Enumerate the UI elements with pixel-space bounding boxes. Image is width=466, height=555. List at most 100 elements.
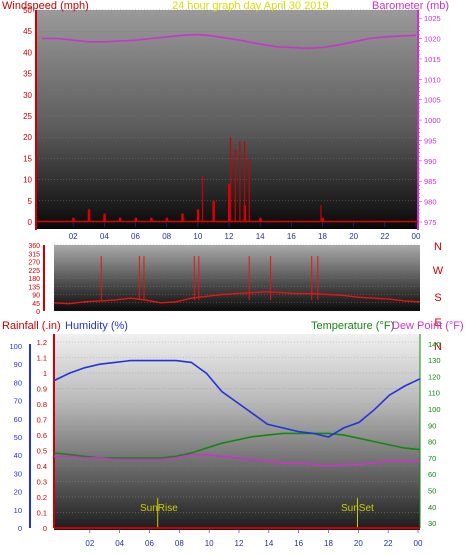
chart-title: 24 hour graph day April 30 2019 — [172, 0, 329, 12]
temperature-tick: 140 — [428, 340, 441, 349]
temperature-tick: 110 — [428, 389, 440, 398]
direction-tick: 315 — [28, 251, 40, 258]
x-tick-label: 16 — [287, 232, 296, 241]
compass-label: E — [434, 317, 441, 329]
temperature-tick: 40 — [428, 503, 436, 512]
sunset-label: SunSet — [341, 503, 374, 514]
x-tick-label: 18 — [318, 232, 327, 241]
windspeed-tick: 40 — [23, 48, 32, 57]
windspeed-tick: 35 — [23, 70, 32, 79]
x-tick-label: 08 — [162, 232, 171, 241]
humidity-tick: 30 — [14, 469, 22, 478]
temperature-tick: 30 — [428, 519, 436, 528]
sunrise-label: SunRise — [140, 503, 178, 514]
x-tick-label: 22 — [380, 232, 389, 241]
humidity-tick: 60 — [14, 415, 22, 424]
direction-tick: 90 — [32, 293, 40, 300]
barometer-tick: 1010 — [424, 75, 441, 84]
direction-tick: 225 — [28, 268, 40, 275]
barometer-tick: 980 — [424, 198, 437, 207]
temperature-tick: 90 — [428, 421, 436, 430]
barometer-line — [42, 33, 417, 50]
x-tick-label: 04 — [115, 539, 124, 548]
humidity-axis-label: Humidity (%) — [65, 320, 128, 332]
windspeed-tick: 25 — [23, 112, 32, 121]
barometer-tick: 1005 — [424, 96, 441, 105]
x-tick-label: 06 — [145, 539, 154, 548]
windspeed-bar — [165, 217, 169, 222]
windspeed-bar — [228, 183, 231, 222]
barometer-tick: 1000 — [424, 116, 441, 125]
barometer-tick: 995 — [424, 136, 437, 145]
x-tick-label: 02 — [85, 539, 94, 548]
humidity-tick: 10 — [14, 506, 22, 515]
x-tick-label: 12 — [235, 539, 244, 548]
compass-label: N — [434, 341, 442, 353]
direction-tick: 0 — [36, 309, 40, 316]
temperature-tick: 50 — [428, 487, 436, 496]
rain-tick: 0.5 — [37, 447, 47, 456]
windspeed-tick: 15 — [23, 154, 32, 163]
windspeed-tick: 10 — [23, 176, 32, 185]
windspeed-bar — [196, 209, 200, 222]
windspeed-tick: 50 — [23, 6, 32, 15]
barometer-tick: 1020 — [424, 35, 441, 44]
barometer-tick: 1025 — [424, 14, 441, 23]
humidity-tick: 90 — [14, 360, 22, 369]
windspeed-tick: 45 — [23, 27, 32, 36]
x-tick-label: 04 — [100, 232, 109, 241]
x-tick-label: 22 — [384, 539, 393, 548]
compass-label: S — [434, 292, 441, 304]
bottom-panel-background — [54, 334, 420, 530]
humidity-tick: 20 — [14, 488, 22, 497]
windspeed-bar — [181, 213, 184, 222]
wind-direction-line — [53, 291, 421, 305]
x-tick-label: 16 — [294, 539, 303, 548]
rain-tick: 0.6 — [37, 431, 47, 440]
tick-labels: 0510152025303540455097598098599099510001… — [9, 6, 443, 548]
compass-label: N — [434, 241, 442, 253]
windspeed-tick: 30 — [23, 91, 32, 100]
rain-tick: 0.3 — [37, 478, 47, 487]
windspeed-bar — [321, 217, 324, 222]
temperature-tick: 120 — [428, 372, 441, 381]
temperature-tick: 80 — [428, 438, 436, 447]
x-tick-label: 10 — [205, 539, 214, 548]
humidity-line — [53, 359, 421, 438]
x-tick-label: 00 — [414, 539, 423, 548]
x-tick-label: 12 — [225, 232, 234, 241]
top-panel-background — [36, 10, 418, 229]
windspeed-tick: 20 — [23, 133, 32, 142]
direction-panel-grid — [43, 244, 420, 312]
temperature-tick: 130 — [428, 356, 441, 365]
barometer-axis-label: Barometer (mb) — [372, 0, 449, 12]
barometer-tick: 1015 — [424, 55, 441, 64]
x-tick-label: 20 — [349, 232, 358, 241]
humidity-tick: 50 — [14, 433, 22, 442]
temperature-tick: 70 — [428, 454, 436, 463]
windspeed-bar — [72, 217, 75, 222]
chart-marks — [36, 33, 421, 529]
windspeed-bar — [118, 217, 122, 222]
x-tick-label: 10 — [193, 232, 202, 241]
compass-label: W — [433, 265, 444, 277]
x-tick-label: 06 — [131, 232, 140, 241]
x-tick-label: 18 — [324, 539, 333, 548]
windspeed-bar — [87, 209, 91, 222]
rain-tick: 0.9 — [37, 385, 47, 394]
direction-tick: 270 — [28, 260, 40, 267]
rain-tick: 0.7 — [37, 416, 47, 425]
temperature-tick: 100 — [428, 405, 441, 414]
humidity-tick: 40 — [14, 451, 22, 460]
rain-tick: 0 — [43, 524, 47, 533]
rain-tick: 1.2 — [37, 338, 47, 347]
direction-tick: 135 — [28, 284, 40, 291]
direction-tick: 45 — [32, 301, 40, 308]
dewpoint-axis-label: Dew Point (°F) — [392, 320, 464, 332]
barometer-tick: 975 — [424, 218, 437, 227]
barometer-tick: 990 — [424, 157, 437, 166]
windspeed-axis-label: Windspeed (mph) — [2, 0, 89, 12]
windspeed-tick: 0 — [28, 218, 33, 227]
